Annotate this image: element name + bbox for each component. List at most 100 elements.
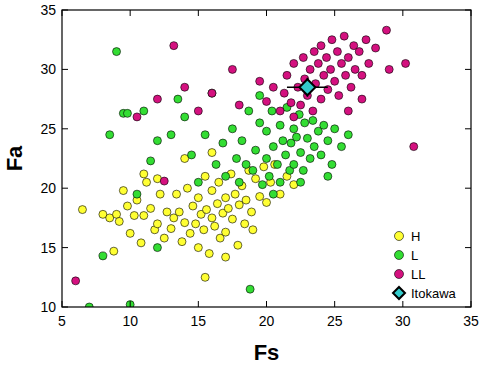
- point: [283, 71, 291, 79]
- point: [256, 77, 264, 85]
- point: [317, 151, 325, 159]
- point: [276, 178, 284, 186]
- plot-frame: [62, 10, 471, 307]
- point: [297, 101, 305, 109]
- y-tick: [465, 247, 471, 248]
- point: [167, 131, 175, 139]
- point: [372, 44, 380, 52]
- point: [242, 196, 250, 204]
- point: [280, 89, 288, 97]
- point: [115, 217, 123, 225]
- point: [337, 59, 345, 67]
- point: [167, 225, 175, 233]
- point: [99, 252, 107, 260]
- point: [201, 131, 209, 139]
- point: [252, 175, 260, 183]
- x-tick-label: 35: [463, 313, 479, 329]
- legend-marker: [395, 270, 404, 279]
- point: [410, 143, 418, 151]
- point: [203, 206, 211, 214]
- legend-label: LL: [411, 267, 425, 282]
- point: [194, 107, 202, 115]
- x-tick: [471, 10, 472, 16]
- point: [130, 212, 138, 220]
- x-tick: [334, 10, 335, 16]
- point: [137, 239, 145, 247]
- point: [208, 89, 216, 97]
- point: [72, 277, 80, 285]
- point: [228, 125, 236, 133]
- point: [317, 42, 325, 50]
- y-tick: [62, 247, 68, 248]
- point: [126, 229, 134, 237]
- point: [228, 215, 236, 223]
- point: [153, 95, 161, 103]
- x-tick: [402, 10, 403, 16]
- point: [260, 163, 268, 171]
- x-tick: [198, 301, 199, 307]
- x-tick: [334, 301, 335, 307]
- y-tick-label: 35: [40, 2, 56, 18]
- point: [140, 107, 148, 115]
- x-tick-label: 20: [259, 313, 275, 329]
- point: [205, 250, 213, 258]
- x-tick-label: 10: [122, 313, 138, 329]
- point: [276, 107, 284, 115]
- point: [189, 202, 197, 210]
- point: [342, 71, 350, 79]
- y-tick-label: 10: [40, 299, 56, 315]
- x-tick: [198, 10, 199, 16]
- point: [331, 77, 339, 85]
- point: [310, 48, 318, 56]
- point: [208, 187, 216, 195]
- point: [322, 54, 330, 62]
- point: [106, 131, 114, 139]
- y-tick: [62, 128, 68, 129]
- point: [235, 201, 243, 209]
- point: [201, 172, 209, 180]
- x-tick: [266, 10, 267, 16]
- legend-marker: [393, 287, 405, 299]
- point: [252, 146, 260, 154]
- point: [192, 220, 200, 228]
- point: [208, 214, 216, 222]
- point: [309, 116, 317, 124]
- point: [222, 228, 230, 236]
- point: [269, 143, 277, 151]
- point: [290, 125, 298, 133]
- point: [194, 194, 202, 202]
- point: [256, 193, 264, 201]
- point: [222, 194, 230, 202]
- point: [290, 113, 298, 121]
- point: [340, 32, 348, 40]
- point: [263, 97, 271, 105]
- point: [335, 92, 343, 100]
- point: [231, 190, 239, 198]
- point: [215, 178, 223, 186]
- x-tick: [130, 301, 131, 307]
- point: [287, 99, 295, 107]
- point: [222, 253, 230, 261]
- point: [119, 187, 127, 195]
- x-tick: [471, 301, 472, 307]
- point: [362, 36, 370, 44]
- x-tick-label: 30: [395, 313, 411, 329]
- point: [183, 184, 191, 192]
- point: [181, 219, 189, 227]
- point: [358, 95, 366, 103]
- y-tick-label: 25: [40, 121, 56, 137]
- point: [235, 178, 243, 186]
- point: [333, 48, 341, 56]
- point: [249, 226, 257, 234]
- point: [123, 109, 131, 117]
- point: [355, 48, 363, 56]
- point: [175, 208, 183, 216]
- point: [290, 160, 298, 168]
- y-tick: [465, 188, 471, 189]
- point: [337, 143, 345, 151]
- y-axis-title: Fa: [2, 145, 27, 171]
- point: [347, 83, 355, 91]
- point: [309, 107, 317, 115]
- point: [306, 155, 314, 163]
- point: [314, 59, 322, 67]
